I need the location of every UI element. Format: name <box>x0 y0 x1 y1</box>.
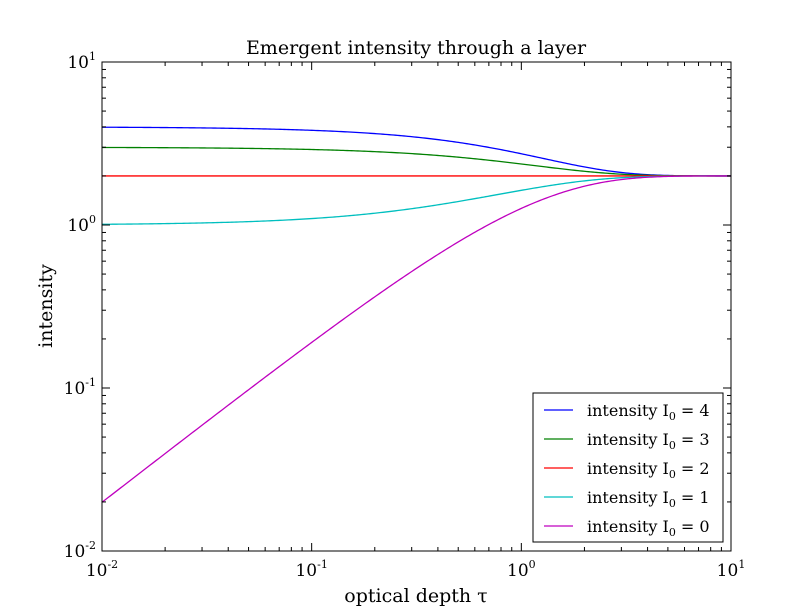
x-tick-label: 100 <box>507 558 536 581</box>
x-tick-label: 10-1 <box>295 558 327 581</box>
y-tick-label: 100 <box>67 213 96 236</box>
legend-label: intensity I0 = 4 <box>587 401 710 423</box>
y-axis-label: intensity <box>35 264 57 348</box>
y-tick-label: 10-1 <box>64 376 96 399</box>
series-line-4 <box>102 175 731 503</box>
y-tick-label: 101 <box>67 50 96 73</box>
legend-entry: intensity I0 = 0 <box>544 517 710 539</box>
x-axis-label: optical depth τ <box>344 585 487 607</box>
y-tick-label: 10-2 <box>64 539 96 562</box>
legend-entry: intensity I0 = 2 <box>544 459 710 481</box>
legend-label: intensity I0 = 2 <box>587 459 710 481</box>
legend-entry: intensity I0 = 4 <box>544 401 710 423</box>
legend-label: intensity I0 = 3 <box>587 430 710 452</box>
axis-ticks: 10-2 10-1 100 101 10-2 10-1 100 101 <box>64 50 746 581</box>
legend: intensity I0 = 4 intensity I0 = 3 intensit… <box>532 392 724 543</box>
series-line-1 <box>102 146 731 177</box>
x-tick-label: 101 <box>717 558 746 581</box>
legend-label: intensity I0 = 1 <box>587 488 710 510</box>
series-line-3 <box>102 175 731 225</box>
x-tick-label: 10-2 <box>86 558 118 581</box>
legend-entry: intensity I0 = 1 <box>544 488 710 510</box>
legend-entry: intensity I0 = 3 <box>544 430 710 452</box>
plot-area <box>102 126 731 503</box>
series-line-0 <box>102 126 731 177</box>
axes-frame <box>101 61 732 552</box>
chart-title: Emergent intensity through a layer <box>246 37 587 59</box>
legend-label: intensity I0 = 0 <box>587 517 710 539</box>
